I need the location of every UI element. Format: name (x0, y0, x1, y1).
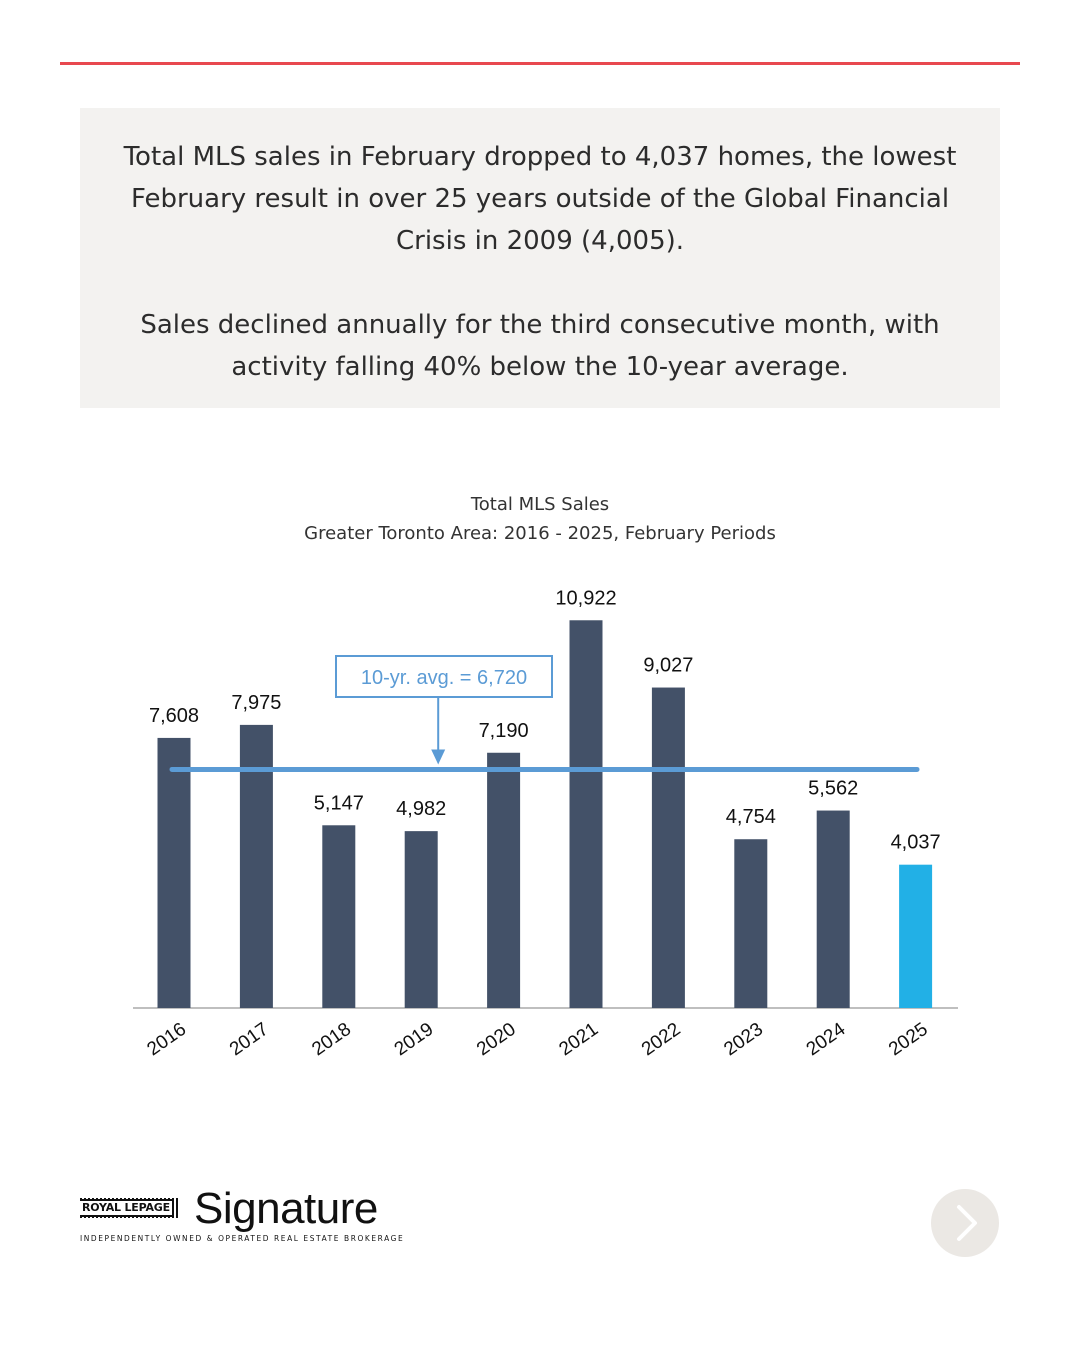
x-tick-2023: 2023 (720, 1019, 767, 1060)
x-tick-2022: 2022 (638, 1019, 685, 1060)
value-label-2019: 4,982 (396, 798, 446, 820)
brand-name: Signature (194, 1184, 378, 1233)
x-tick-2025: 2025 (885, 1019, 932, 1060)
bar-2023 (734, 839, 768, 1008)
bar-2016 (157, 737, 191, 1008)
bar-2017 (239, 724, 273, 1008)
bar-2018 (322, 825, 356, 1008)
bar-chart: 7,608 2016 7,975 2017 5,147 2018 4,982 2019 7,19… (133, 587, 958, 1061)
summary-box: Total MLS sales in February dropped to 4… (80, 108, 1000, 408)
top-divider (60, 62, 1020, 65)
bar-2020 (487, 752, 521, 1008)
royal-lepage-text: ROYAL LEPAGE (80, 1199, 172, 1217)
bar-2025 (899, 864, 933, 1008)
value-label-2022: 9,027 (643, 655, 693, 677)
bar-2024 (816, 810, 850, 1008)
chevron-right-icon (957, 1205, 977, 1241)
value-label-2024: 5,562 (808, 778, 858, 800)
value-label-2020: 7,190 (479, 720, 529, 742)
bar-2022 (651, 687, 685, 1008)
royal-lepage-mark: ROYAL LEPAGE (80, 1198, 180, 1218)
brand-logo: ROYAL LEPAGE Signature INDEPENDENTLY OWN… (80, 1184, 420, 1254)
value-label-2018: 5,147 (314, 792, 364, 814)
x-tick-2017: 2017 (226, 1019, 273, 1060)
value-label-2016: 7,608 (149, 705, 199, 727)
average-annotation-box (335, 655, 553, 698)
next-button[interactable] (931, 1189, 999, 1257)
x-tick-2016: 2016 (144, 1019, 191, 1060)
value-label-2025: 4,037 (891, 832, 941, 854)
value-label-2021: 10,922 (555, 587, 616, 609)
bar-2019 (404, 831, 438, 1008)
average-arrow-head (431, 749, 446, 765)
x-tick-2019: 2019 (391, 1019, 438, 1060)
bar-2021 (569, 620, 603, 1008)
average-annotation-label: 10-yr. avg. = 6,720 (361, 667, 527, 689)
x-tick-2024: 2024 (803, 1019, 850, 1061)
x-tick-2021: 2021 (556, 1019, 603, 1060)
x-tick-2018: 2018 (308, 1019, 355, 1060)
summary-paragraph-1: Total MLS sales in February dropped to 4… (123, 142, 957, 256)
brand-tagline: INDEPENDENTLY OWNED & OPERATED REAL ESTA… (80, 1234, 405, 1243)
value-label-2017: 7,975 (231, 692, 281, 714)
chart-subtitle: Greater Toronto Area: 2016 - 2025, Febru… (304, 523, 776, 544)
value-label-2023: 4,754 (726, 806, 776, 828)
summary-paragraph-2: Sales declined annually for the third co… (140, 310, 940, 382)
chart-title: Total MLS Sales (470, 494, 610, 515)
x-tick-2020: 2020 (473, 1019, 520, 1060)
